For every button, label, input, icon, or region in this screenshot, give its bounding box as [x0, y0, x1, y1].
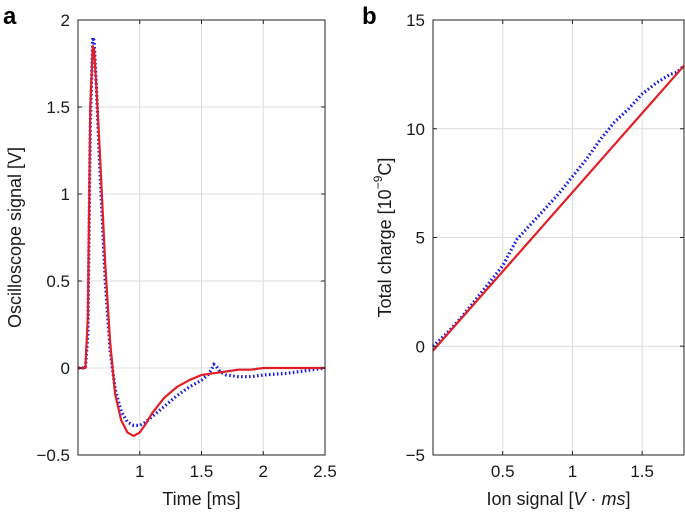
- panel-b-x-label-v: V: [574, 489, 588, 509]
- panel-b-x-label-prefix: Ion signal [: [486, 489, 573, 509]
- panel-b-series-data-line: [431, 64, 685, 348]
- panel-a-series-data-line: [78, 36, 326, 427]
- panel-a-series-fit-line: [78, 44, 325, 437]
- panel-b-x-label-dot: ·: [586, 489, 602, 509]
- panel-a-y-tick-label: 1.5: [46, 98, 70, 117]
- panel-b-y-tick-label: −5: [406, 446, 425, 465]
- panel-a-x-tick-label: 2.5: [313, 462, 337, 481]
- panel-b-y-tick-label: 15: [406, 11, 425, 30]
- panel-b-x-tick-label: 1.5: [630, 462, 654, 481]
- panel-b-ticks: 0.5 1 1.5 −5 0 5 10 15: [406, 11, 684, 481]
- panel-a-ticks: 1 1.5 2 2.5 −0.5 0 0.5 1 1.5 2: [36, 11, 336, 481]
- panel-b-x-tick-label: 1: [568, 462, 577, 481]
- panel-b-x-axis-label: Ion signal [V · ms]: [486, 489, 630, 509]
- panel-a-y-tick-label: −0.5: [36, 446, 70, 465]
- panel-a-x-tick-label: 1: [135, 462, 144, 481]
- panel-b-x-tick-label: 0.5: [491, 462, 515, 481]
- panel-b-y-tick-label: 5: [416, 229, 425, 248]
- panel-a-x-axis-label: Time [ms]: [162, 489, 240, 509]
- panel-a-series: [78, 36, 326, 437]
- panel-b-y-label-prefix: Total charge [10: [375, 189, 395, 317]
- panel-b-chart: b 0.5 1 1.5 −5 0 5 10 15 Ion signal [V · ms] To…: [362, 3, 685, 509]
- panel-a-y-tick-label: 2: [61, 11, 70, 30]
- panel-a-y-tick-label: 1: [61, 185, 70, 204]
- panel-b-series: [431, 64, 685, 352]
- panel-b-letter: b: [362, 3, 377, 30]
- panel-b-x-label-ms: ms: [602, 489, 626, 509]
- panel-b-y-tick-label: 0: [416, 337, 425, 356]
- panel-a-y-tick-label: 0.5: [46, 272, 70, 291]
- panel-a-x-tick-label: 2: [259, 462, 268, 481]
- panel-b-y-tick-label: 10: [406, 120, 425, 139]
- panel-b-x-label-suffix: ]: [626, 489, 631, 509]
- panel-b-series-fit-line: [432, 64, 685, 352]
- panel-a-chart: a 1 1.5 2 2.5 −0.5 0 0.5 1 1.5 2 Time [ms] Oscill…: [3, 3, 337, 509]
- panel-a-x-tick-label: 1.5: [190, 462, 214, 481]
- panel-b-y-axis-label: Total charge [10−9C]: [371, 158, 395, 318]
- panel-a-y-tick-label: 0: [61, 359, 70, 378]
- panel-b-y-label-suffix: C]: [375, 158, 395, 176]
- panel-a-letter: a: [3, 3, 17, 30]
- panel-b-y-label-exponent: −9: [371, 175, 385, 189]
- panel-a-y-axis-label: Oscilloscope signal [V]: [5, 147, 25, 328]
- panel-b-grid: [433, 19, 684, 456]
